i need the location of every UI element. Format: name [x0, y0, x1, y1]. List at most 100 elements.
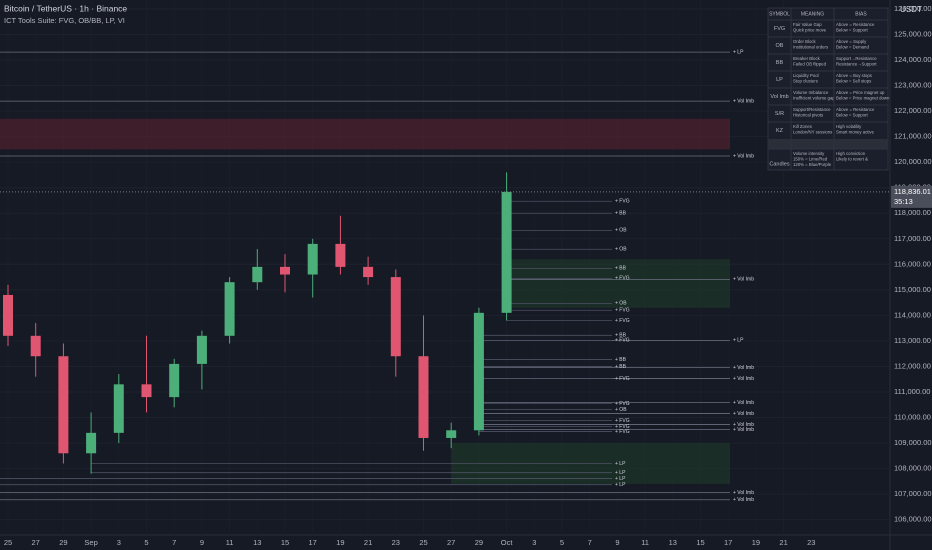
candle-body: [501, 191, 512, 313]
candle-body: [307, 243, 318, 275]
y-tick-label: 114,000.00: [894, 310, 931, 319]
x-tick-label: 19: [752, 538, 760, 547]
candle-body: [86, 432, 97, 454]
x-tick-label: 29: [59, 538, 67, 547]
level-label: + OB: [615, 247, 627, 253]
candle-body: [473, 312, 484, 431]
level-label: + LP: [615, 461, 626, 467]
level-label: + Vol Imb: [733, 411, 754, 417]
x-tick-label: 11: [641, 538, 649, 547]
candle-body: [58, 356, 69, 454]
y-tick-label: 117,000.00: [894, 234, 931, 243]
candle-body: [196, 335, 207, 364]
y-tick-label: 126,000.00: [894, 4, 932, 13]
x-tick-label: 21: [364, 538, 372, 547]
y-tick-label: 118,000.00: [894, 208, 931, 217]
level-label: + FVG: [615, 418, 630, 424]
x-tick-label: 13: [253, 538, 261, 547]
candle-body: [3, 294, 13, 336]
table-symbol: BB: [776, 60, 784, 66]
x-tick-label: 23: [392, 538, 400, 547]
x-tick-label: 23: [807, 538, 815, 547]
table-cell: Kill Zones: [793, 124, 812, 129]
chart-subtitle: ICT Tools Suite: FVG, OB/BB, LP, VI: [4, 16, 125, 25]
x-tick-label: 17: [309, 538, 317, 547]
level-label: + Vol Imb: [733, 365, 754, 371]
y-tick-label: 124,000.00: [894, 55, 932, 64]
level-label: + FVG: [615, 401, 630, 407]
table-cell: Below = Sell stops: [836, 79, 871, 84]
table-cell: London/NY sessions: [793, 130, 832, 135]
table-cell: High conviction: [836, 151, 866, 156]
x-tick-label: Oct: [501, 538, 514, 547]
table-cell: Support/Resistance: [793, 107, 831, 112]
table-cell: Resistance→Support: [836, 62, 877, 67]
y-tick-label: 110,000.00: [894, 413, 931, 422]
y-tick-label: 113,000.00: [894, 336, 931, 345]
x-tick-label: 15: [696, 538, 704, 547]
candle-body: [141, 384, 152, 398]
y-tick-label: 106,000.00: [894, 515, 932, 524]
candle-body: [113, 384, 124, 433]
y-tick-label: 123,000.00: [894, 81, 932, 90]
y-tick-label: 122,000.00: [894, 106, 932, 115]
level-label: + FVG: [615, 276, 630, 282]
y-tick-label: 116,000.00: [894, 259, 931, 268]
y-tick-label: 125,000.00: [894, 29, 932, 38]
level-label: + FVG: [615, 199, 630, 205]
table-cell: Smart money active: [836, 130, 875, 135]
x-tick-label: 9: [615, 538, 619, 547]
y-tick-label: 112,000.00: [894, 361, 931, 370]
table-cell: Support→Resistance: [836, 56, 877, 61]
x-tick-label: 29: [475, 538, 483, 547]
x-tick-label: 27: [447, 538, 455, 547]
y-tick-label: 111,000.00: [894, 387, 930, 396]
y-tick-label: 107,000.00: [894, 489, 932, 498]
level-label: + Vol Imb: [733, 277, 754, 283]
level-label: + OB: [615, 228, 627, 234]
x-tick-label: 21: [779, 538, 787, 547]
x-tick-label: 17: [724, 538, 732, 547]
level-label: + FVG: [615, 376, 630, 382]
candle-body: [252, 266, 263, 283]
table-cell: Liquidity Pool: [793, 73, 819, 78]
level-label: + Vol Imb: [733, 153, 754, 159]
table-cell: Above = Buy stops: [836, 73, 872, 78]
table-cell: Quick price move: [793, 28, 827, 33]
level-label: + BB: [615, 211, 627, 217]
candle-body: [30, 335, 41, 357]
table-cell: Failed OB flipped: [793, 62, 827, 67]
table-header: BIAS: [855, 11, 867, 17]
x-tick-label: 7: [172, 538, 176, 547]
table-cell: Above = Price magnet up: [836, 90, 885, 95]
x-tick-label: 7: [588, 538, 592, 547]
table-symbol: Candles: [769, 161, 789, 167]
x-tick-label: 25: [419, 538, 427, 547]
zone-box: [506, 259, 730, 308]
candle-body: [446, 430, 457, 438]
table-cell: Likely to revert &: [836, 157, 868, 162]
level-label: + Vol Imb: [733, 490, 754, 496]
x-tick-label: 9: [200, 538, 204, 547]
table-cell: Historical pivots: [793, 113, 823, 118]
table-spacer: [768, 139, 888, 149]
table-cell: Above = Supply: [836, 39, 867, 44]
x-tick-label: 5: [560, 538, 564, 547]
level-label: + Vol Imb: [733, 427, 754, 433]
table-cell: Volume Imbalance: [793, 90, 829, 95]
level-label: + FVG: [615, 429, 630, 435]
level-label: + Vol Imb: [733, 497, 754, 503]
x-tick-label: 11: [226, 538, 234, 547]
y-tick-label: 115,000.00: [894, 285, 931, 294]
x-tick-label: 13: [669, 538, 677, 547]
currency[interactable]: USDT: [900, 5, 922, 14]
candle-body: [224, 282, 235, 336]
table-symbol: LP: [776, 77, 783, 83]
table-cell: 120% = Blue/Purple: [793, 162, 832, 167]
candle-body: [335, 243, 346, 267]
level-label: + FVG: [615, 318, 630, 324]
candle-body: [280, 266, 290, 275]
table-cell: Order Block: [793, 39, 817, 44]
level-label: + LP: [615, 470, 626, 476]
y-tick-label: 121,000.00: [894, 132, 932, 141]
